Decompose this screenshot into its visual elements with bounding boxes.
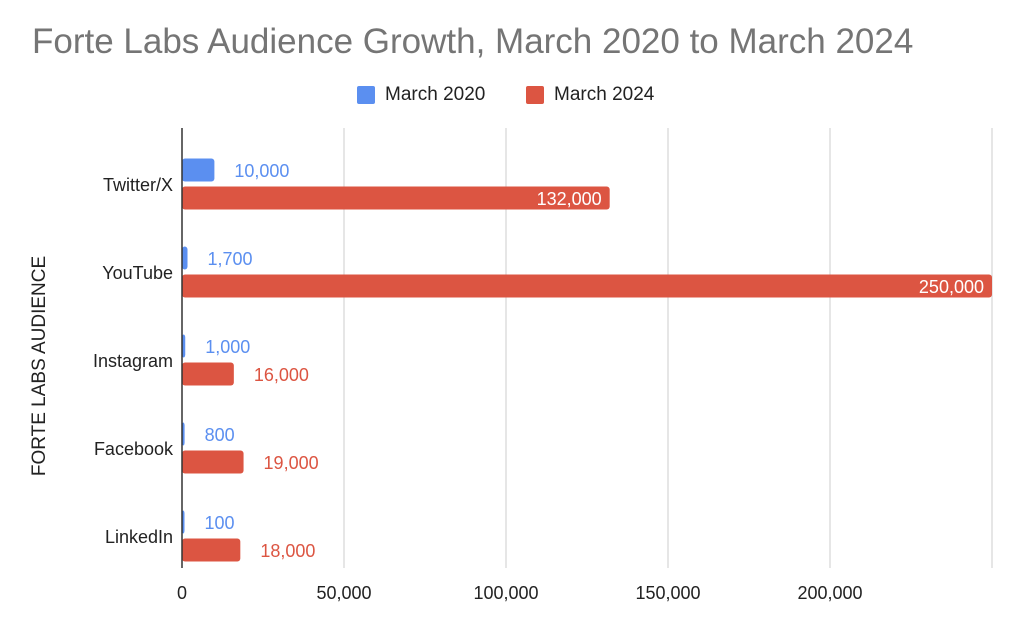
data-label-twitter-x-march-2024: 132,000 — [537, 189, 602, 209]
bar-youtube-march-2024 — [182, 274, 992, 298]
x-tick-label: 150,000 — [635, 583, 700, 603]
legend-label-march-2024: March 2024 — [554, 84, 655, 105]
legend: March 2020 March 2024 — [0, 84, 1024, 110]
x-tick-label: 100,000 — [473, 583, 538, 603]
bar-linkedin-march-2024 — [182, 538, 241, 562]
legend-swatch-march-2020 — [357, 86, 375, 104]
bar-facebook-march-2024 — [182, 450, 244, 474]
legend-label-march-2020: March 2020 — [385, 84, 486, 105]
data-label-facebook-march-2024: 19,000 — [264, 453, 319, 473]
legend-item-march-2020: March 2020 — [357, 84, 485, 106]
y-tick-label-instagram: Instagram — [93, 351, 173, 371]
data-label-facebook-march-2020: 800 — [205, 425, 235, 445]
data-label-instagram-march-2020: 1,000 — [205, 337, 250, 357]
data-label-linkedin-march-2024: 18,000 — [260, 541, 315, 561]
legend-swatch-march-2024 — [526, 86, 544, 104]
bar-twitter-x-march-2020 — [182, 158, 215, 182]
x-tick-label: 50,000 — [316, 583, 371, 603]
data-label-linkedin-march-2020: 100 — [205, 513, 235, 533]
y-tick-label-facebook: Facebook — [94, 439, 174, 459]
chart-title: Forte Labs Audience Growth, March 2020 t… — [32, 22, 914, 61]
bar-youtube-march-2020 — [182, 246, 188, 270]
legend-item-march-2024: March 2024 — [526, 84, 654, 106]
bar-twitter-x-march-2024 — [182, 186, 610, 210]
data-label-youtube-march-2024: 250,000 — [919, 277, 984, 297]
y-tick-label-youtube: YouTube — [102, 263, 173, 283]
x-tick-label: 200,000 — [797, 583, 862, 603]
bar-instagram-march-2024 — [182, 362, 234, 386]
data-label-twitter-x-march-2020: 10,000 — [234, 161, 289, 181]
data-label-instagram-march-2024: 16,000 — [254, 365, 309, 385]
data-label-youtube-march-2020: 1,700 — [208, 249, 253, 269]
bar-instagram-march-2020 — [182, 334, 186, 358]
x-tick-label: 0 — [177, 583, 187, 603]
y-tick-label-twitter-x: Twitter/X — [103, 175, 173, 195]
y-tick-label-linkedin: LinkedIn — [105, 527, 173, 547]
